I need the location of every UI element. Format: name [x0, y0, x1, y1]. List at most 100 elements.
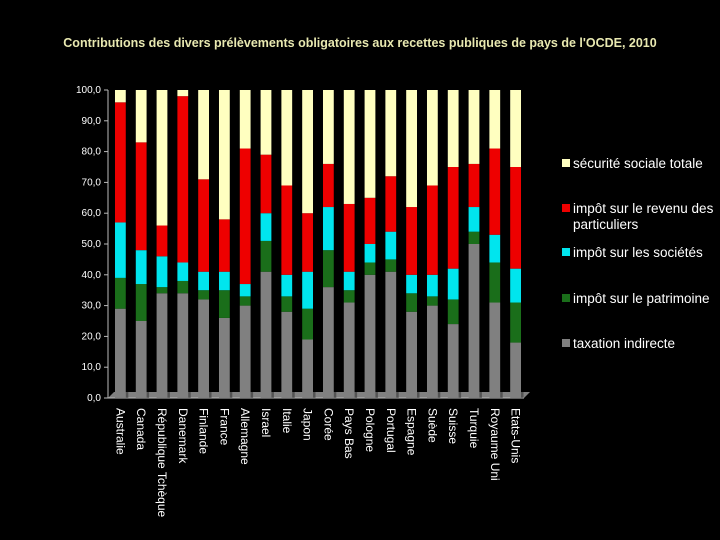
bar-depth-shade	[375, 90, 378, 398]
x-tick-label: Canada	[134, 408, 148, 450]
labels-group: 100,0 90,0 80,0 70,0 60,0 50,0 40,0 30,0 20,0 10,…	[76, 85, 523, 518]
bar-segment	[489, 148, 501, 235]
bar-depth-shade	[125, 90, 129, 398]
y-tick-label: 70,0	[82, 177, 102, 188]
bar-segment	[406, 207, 418, 275]
bar-segment	[218, 271, 230, 291]
x-tick-label: Etats-Unis	[509, 408, 523, 463]
bar-depth-shade	[146, 90, 150, 398]
bar-segment	[385, 176, 397, 232]
bar-segment	[385, 259, 397, 272]
bar-segment	[406, 311, 418, 398]
x-tick-label: Suisse	[446, 408, 460, 444]
bar-segment	[198, 271, 210, 291]
bar-segment	[343, 271, 355, 291]
bar-segment	[447, 90, 459, 167]
bar-depth-shade	[396, 90, 399, 398]
bar-depth-shade	[354, 90, 358, 398]
bar-segment	[239, 90, 251, 149]
x-tick-label: Suède	[425, 408, 439, 443]
bar-segment	[302, 271, 314, 309]
bar-segment	[177, 90, 189, 97]
y-tick-label: 90,0	[82, 116, 102, 127]
bar-segment	[322, 250, 334, 288]
x-tick-label: Royaume Uni	[488, 408, 502, 481]
bar-segment	[343, 302, 355, 398]
bar-segment	[281, 274, 293, 297]
bar-segment	[177, 280, 189, 294]
bar-depth-shade	[292, 90, 295, 398]
bar-segment	[135, 250, 147, 285]
bar-segment	[281, 296, 293, 312]
bar-segment	[489, 262, 501, 303]
legend-label: impôt sur les sociétés	[573, 245, 703, 260]
bar-depth-shade	[333, 90, 337, 398]
bar-segment	[260, 271, 272, 398]
bar-segment	[156, 287, 168, 294]
legend-label: sécurité sociale totale	[573, 156, 703, 171]
bar-segment	[198, 90, 210, 180]
x-tick-label: Pologne	[363, 408, 377, 452]
bar-segment	[218, 290, 230, 318]
bar-segment	[135, 284, 147, 321]
bar-segment	[364, 244, 376, 263]
bar-segment	[364, 274, 376, 398]
bar-depth-shade	[437, 90, 441, 398]
bar-segment	[468, 207, 480, 232]
bar-segment	[426, 90, 438, 186]
bar-segment	[468, 244, 480, 398]
bar-depth-shade	[479, 90, 482, 398]
x-tick-label: Danemark	[176, 408, 190, 464]
bar-segment	[156, 90, 168, 226]
bar-segment	[343, 203, 355, 272]
legend-label: impôt sur le revenu des particuliers	[573, 201, 714, 232]
bar-segment	[426, 185, 438, 275]
bar-segment	[135, 90, 147, 143]
bar-segment	[510, 342, 522, 398]
bar-segment	[281, 311, 293, 398]
legend-swatch	[562, 248, 570, 256]
bar-segment	[156, 293, 168, 398]
y-tick-label: 50,0	[82, 239, 102, 250]
bar-segment	[260, 240, 272, 272]
y-tick-label: 20,0	[82, 331, 102, 342]
bar-segment	[489, 234, 501, 263]
bar-segment	[406, 293, 418, 312]
bars-group	[114, 90, 524, 398]
bar-segment	[447, 324, 459, 398]
bar-depth-shade	[229, 90, 233, 398]
bar-segment	[364, 262, 376, 275]
bar-depth-shade	[250, 90, 254, 398]
x-tick-label: Italie	[280, 408, 294, 434]
bar-segment	[322, 90, 334, 164]
bar-segment	[114, 222, 126, 278]
bar-segment	[177, 293, 189, 398]
bar-segment	[198, 290, 210, 300]
bar-depth-shade	[313, 90, 316, 398]
bar-segment	[281, 185, 293, 275]
bar-segment	[302, 90, 314, 214]
x-tick-label: République Tchèque	[155, 408, 169, 518]
y-tick-label: 40,0	[82, 270, 102, 281]
bar-segment	[218, 317, 230, 398]
y-tick-label: 100,0	[76, 85, 101, 96]
bar-segment	[156, 256, 168, 288]
bar-segment	[489, 90, 501, 149]
bar-segment	[302, 339, 314, 398]
x-tick-label: Corée	[321, 408, 335, 441]
bar-depth-shade	[458, 90, 462, 398]
bar-depth-shade	[521, 90, 524, 398]
bar-segment	[447, 299, 459, 325]
bar-segment	[322, 287, 334, 398]
bar-depth-shade	[417, 90, 420, 398]
bar-segment	[135, 321, 147, 398]
bar-depth-shade	[167, 90, 170, 398]
bar-segment	[114, 90, 126, 103]
bar-segment	[406, 274, 418, 294]
bar-segment	[385, 90, 397, 177]
legend-label: impôt sur le patrimoine	[573, 291, 710, 306]
legend-swatch	[562, 339, 570, 347]
bar-segment	[447, 167, 459, 269]
bar-depth-shade	[188, 90, 191, 398]
bar-segment	[468, 231, 480, 244]
